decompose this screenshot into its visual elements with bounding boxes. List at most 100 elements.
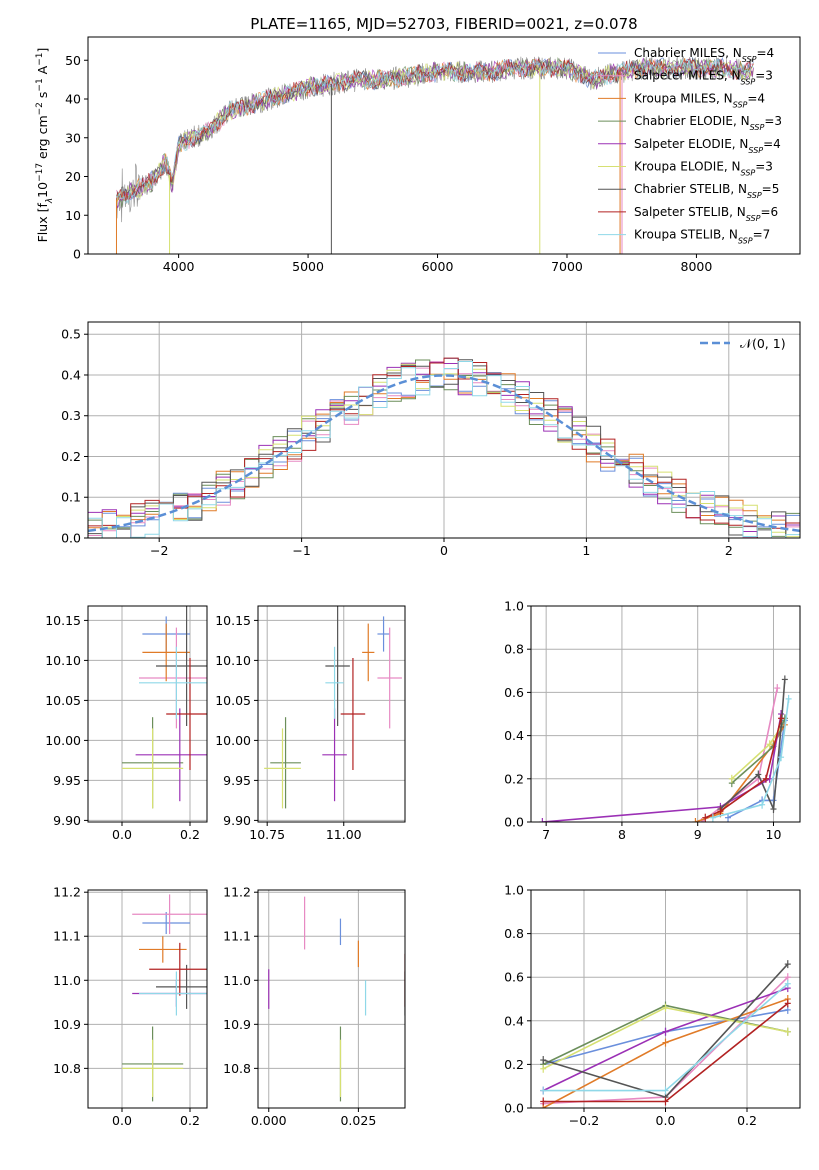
legend-label-text: Chabrier STELIB, N	[634, 182, 747, 196]
y-tick-label: 10.05	[215, 693, 251, 708]
x-tick-label: 8000	[681, 259, 713, 274]
histogram-salpeter_stelib	[88, 357, 800, 538]
plot-area	[264, 606, 402, 809]
plot-area	[122, 606, 207, 809]
spectrum-title: PLATE=1165, MJD=52703, FIBERID=0021, z=0…	[250, 15, 637, 33]
y-tick-label: 0.8	[504, 642, 524, 657]
age-vs-mass-panel: 10.75 11.00 9.90 9.95 10.00 10.05 10.10 10.15	[215, 605, 406, 842]
x-tick-label: 0.000	[251, 1113, 287, 1128]
y-tick-label: 10.9	[53, 1017, 81, 1032]
y-tick-label: 0.4	[504, 1013, 524, 1028]
ylabel-part: −1	[35, 53, 45, 66]
legend-label-suffix: =4	[747, 91, 765, 105]
plot-area	[268, 896, 405, 1102]
model-spectrum-salpeter_stelib	[116, 58, 754, 203]
y-tick-label: 10.15	[45, 613, 81, 628]
legend-label-suffix: =4	[763, 137, 781, 151]
y-tick-label: 0.3	[61, 408, 81, 423]
ylabel-part: erg cm	[35, 115, 50, 163]
y-tick-label: 0.0	[504, 815, 524, 830]
legend-label-salpeter_stelib: Salpeter STELIB, NSSP=6	[634, 205, 778, 223]
y-tick-label: 0.6	[504, 685, 524, 700]
legend-label-kroupa_elodie: Kroupa ELODIE, NSSP=3	[634, 160, 773, 178]
legend-label-normal: 𝒩(0, 1)	[740, 336, 786, 351]
y-tick-label: 10	[65, 208, 81, 223]
mass-vs-metallicity-panel: 0.0 0.2 10.8 10.9 11.0 11.1 11.2	[53, 885, 208, 1128]
y-tick-label: 10.00	[215, 733, 251, 748]
legend-label-sub: SSP	[733, 100, 748, 109]
legend-label-sub: SSP	[741, 77, 756, 86]
legend-label-suffix: =5	[762, 182, 780, 196]
y-tick-label: 20	[65, 169, 81, 184]
y-tick-label: 50	[65, 53, 81, 68]
y-tick-label: 10.9	[223, 1017, 251, 1032]
x-tick-label: 7000	[551, 259, 583, 274]
legend-label-text: Salpeter MILES, N	[634, 69, 741, 83]
y-tick-label: 0.1	[61, 490, 81, 505]
legend-label-chabrier_stelib: Chabrier STELIB, NSSP=5	[634, 182, 779, 200]
y-tick-label: 10.8	[53, 1061, 81, 1076]
legend-label-text: Salpeter ELODIE, N	[634, 137, 748, 151]
y-tick-label: 0	[73, 247, 81, 262]
y-tick-label: 11.0	[223, 973, 251, 988]
axes-frame	[87, 36, 801, 255]
y-tick-label: 0.5	[61, 327, 81, 342]
plot-area	[539, 675, 792, 822]
legend-label-chabrier_miles: Chabrier MILES, NSSP=4	[634, 46, 774, 64]
x-tick-label: 9	[694, 827, 702, 842]
x-tick-label: 4000	[163, 259, 195, 274]
y-tick-label: 10.10	[45, 653, 81, 668]
x-tick-label: 6000	[422, 259, 454, 274]
axes-frame	[257, 605, 406, 823]
legend-label-sub: SSP	[746, 213, 761, 222]
plot-area	[115, 55, 754, 254]
mass-weight-vs-age-panel: 7 8 9 10 0.0 0.2 0.4 0.6 0.8 1.0	[504, 599, 801, 842]
ylabel-part: Flux [f	[35, 203, 50, 243]
legend-label-sub: SSP	[747, 191, 762, 200]
x-tick-label: −0.2	[569, 1113, 599, 1128]
x-tick-label: 11.00	[326, 827, 362, 842]
weight-line-kroupa_stelib	[712, 698, 790, 819]
axes-frame	[87, 605, 208, 823]
y-tick-label: 10.00	[45, 733, 81, 748]
y-tick-label: 30	[65, 130, 81, 145]
x-tick-label: 0.2	[180, 827, 200, 842]
y-tick-label: 0.2	[61, 449, 81, 464]
ylabel-part: λ	[45, 198, 55, 204]
legend-label-text: Kroupa ELODIE, N	[634, 160, 741, 174]
y-tick-label: 9.95	[53, 773, 81, 788]
ylabel-part: −17	[35, 163, 45, 182]
y-tick-label: 0.4	[504, 728, 524, 743]
y-tick-label: 11.1	[223, 929, 251, 944]
x-tick-label: 7	[542, 827, 550, 842]
legend-label-text: Kroupa MILES, N	[634, 91, 733, 105]
legend-label-suffix: =3	[764, 114, 782, 128]
x-tick-label: 0.0	[112, 1113, 132, 1128]
mass-weight-vs-metallicity-panel: −0.2 0.0 0.2 0.0 0.2 0.4 0.6 0.8 1.0	[504, 883, 801, 1128]
plot-area	[88, 357, 800, 538]
y-tick-label: 10.15	[215, 613, 251, 628]
legend-label-text: Chabrier ELODIE, N	[634, 114, 750, 128]
legend-label-sub: SSP	[742, 55, 757, 64]
axes-frame	[530, 605, 801, 823]
histogram-kroupa_stelib	[88, 361, 800, 538]
ylabel-part: ]	[35, 48, 50, 53]
normal-curve	[88, 374, 800, 533]
y-tick-label: 0.8	[504, 926, 524, 941]
legend-label-text: Kroupa STELIB, N	[634, 228, 738, 242]
y-tick-label: 11.2	[223, 885, 251, 900]
y-tick-label: 11.1	[53, 929, 81, 944]
x-tick-label: 5000	[292, 259, 324, 274]
y-tick-label: 0.2	[504, 771, 524, 786]
spectrum-ylabel: Flux [fλ10−17 erg cm−2 s−1 A−1]	[35, 48, 55, 243]
plot-area	[122, 894, 207, 1102]
x-tick-label: 0.0	[656, 1113, 676, 1128]
y-tick-label: 10.8	[223, 1061, 251, 1076]
y-tick-label: 40	[65, 92, 81, 107]
y-tick-label: 0.0	[504, 1101, 524, 1116]
age-vs-metallicity-panel: 0.0 0.2 9.90 9.95 10.00 10.05 10.10 10.15	[45, 605, 208, 842]
spectrum-panel: 4000 5000 6000 7000 8000 0 10 20 30 40 50 Flux [fλ1…	[35, 36, 801, 274]
legend-label-text: Chabrier MILES, N	[634, 46, 742, 60]
y-tick-label: 10.10	[215, 653, 251, 668]
y-tick-label: 10.05	[45, 693, 81, 708]
